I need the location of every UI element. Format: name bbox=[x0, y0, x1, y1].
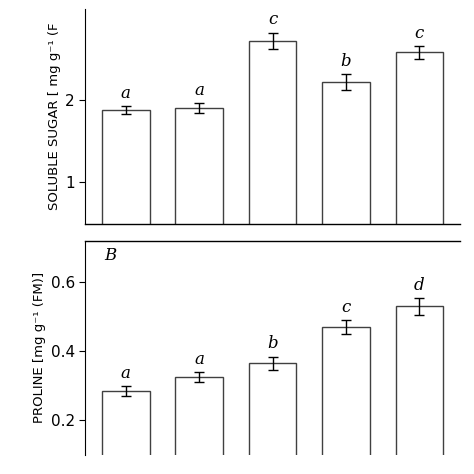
Text: a: a bbox=[121, 365, 131, 382]
Text: B: B bbox=[104, 247, 116, 264]
Bar bbox=[249, 364, 296, 474]
Bar bbox=[102, 110, 150, 265]
Bar bbox=[322, 82, 370, 265]
Text: a: a bbox=[194, 82, 204, 99]
Y-axis label: PROLINE [mg g⁻¹ (FM)]: PROLINE [mg g⁻¹ (FM)] bbox=[34, 273, 46, 423]
Text: c: c bbox=[415, 25, 424, 42]
Bar bbox=[102, 391, 150, 474]
Bar bbox=[395, 52, 443, 265]
Bar bbox=[175, 109, 223, 265]
Text: b: b bbox=[341, 53, 351, 70]
Text: a: a bbox=[194, 351, 204, 368]
Bar bbox=[322, 327, 370, 474]
Text: c: c bbox=[268, 11, 277, 28]
Text: b: b bbox=[267, 336, 278, 353]
Y-axis label: SOLUBLE SUGAR [ mg g⁻¹ (F: SOLUBLE SUGAR [ mg g⁻¹ (F bbox=[48, 23, 61, 210]
Bar bbox=[395, 307, 443, 474]
Text: a: a bbox=[121, 85, 131, 102]
Bar bbox=[175, 377, 223, 474]
Text: c: c bbox=[341, 299, 351, 316]
Text: d: d bbox=[414, 277, 425, 294]
Bar bbox=[249, 41, 296, 265]
